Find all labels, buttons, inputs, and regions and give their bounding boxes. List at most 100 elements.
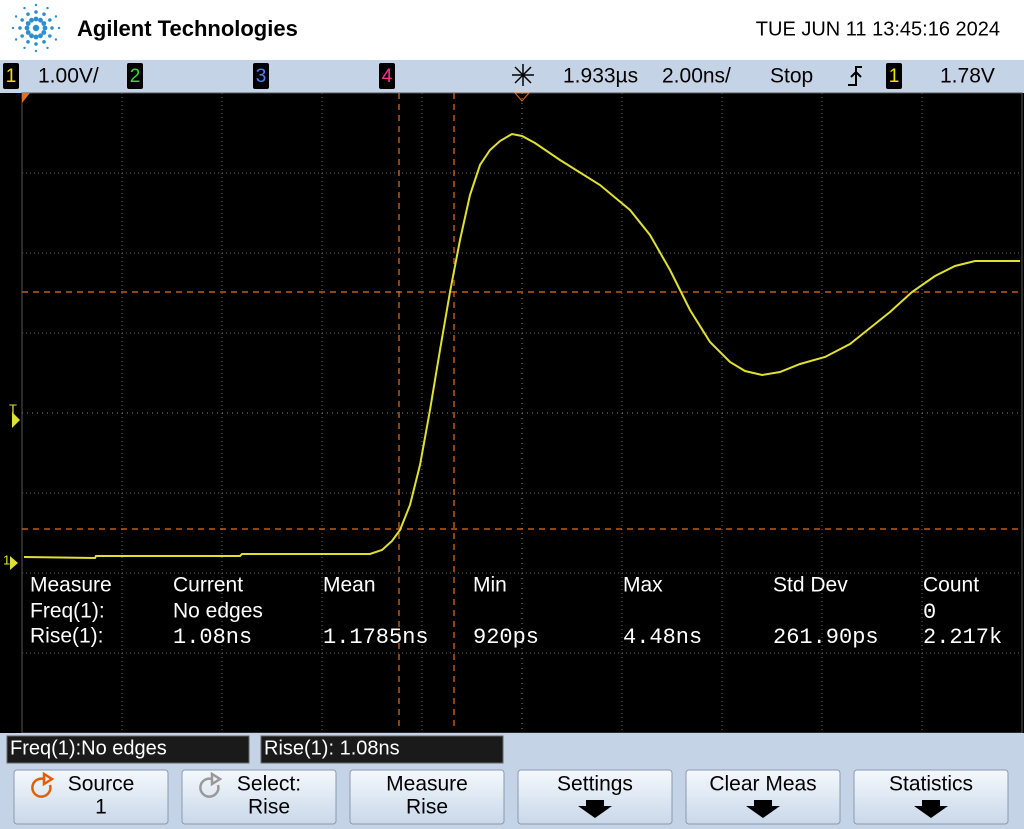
logo-dot [42, 12, 46, 16]
ch1-box [3, 63, 19, 89]
softkey-value[interactable]: Rise [248, 796, 290, 819]
softkey-label[interactable]: Source [68, 773, 135, 796]
softkey-face[interactable] [349, 769, 505, 825]
trigger-edge-icon [848, 66, 862, 86]
meas-header: Measure [30, 574, 112, 597]
softkey[interactable]: Select:Rise [181, 769, 337, 825]
logo-dot [34, 3, 38, 7]
datetime: TUE JUN 11 13:45:16 2024 [756, 18, 1000, 40]
meas-header: Current [173, 574, 243, 597]
left-marker [22, 93, 30, 103]
logo-dot [11, 26, 15, 30]
logo-dot [34, 49, 38, 53]
trigger-source-box [886, 63, 902, 89]
logo-dot [26, 12, 30, 16]
logo-dot [57, 26, 61, 30]
logo-dot [48, 34, 52, 38]
softkey[interactable]: Settings [517, 769, 673, 825]
softkey-arrow[interactable] [746, 800, 780, 818]
softkey-label[interactable]: Measure [386, 773, 468, 796]
softkey[interactable]: Clear Meas [685, 769, 841, 825]
logo-dot [54, 15, 58, 18]
delay-icon [512, 64, 534, 86]
logo-dot [32, 24, 40, 32]
logo-dot [33, 34, 39, 40]
ch3-label: 3 [256, 66, 267, 87]
ch4-label: 4 [382, 66, 393, 87]
time-scale: 2.00ns/ [662, 65, 731, 88]
logo-dot [38, 17, 43, 23]
measurements: Measure Current Mean Min Max Std Dev Count Freq… [30, 574, 1002, 650]
logo-dot [18, 26, 22, 30]
softkey-face[interactable] [685, 769, 841, 825]
logo-dot [34, 10, 38, 14]
meas-header: Min [473, 574, 507, 597]
softkey-label[interactable]: Statistics [889, 773, 973, 796]
softkey-label[interactable]: Select: [237, 773, 301, 796]
logo-dot [29, 33, 34, 39]
logo [11, 3, 61, 53]
softkey-face[interactable] [853, 769, 1009, 825]
readout: Freq(1):No edges [10, 737, 167, 759]
meas-header: Std Dev [773, 574, 848, 597]
logo-dot [42, 25, 48, 31]
readout: Rise(1): 1.08ns [264, 737, 400, 759]
softkey-arrow[interactable] [914, 800, 948, 818]
logo-dot [48, 18, 52, 22]
meas-label: Freq(1): [30, 600, 105, 623]
ch1-label: 1 [6, 66, 17, 87]
ch2-label: 2 [130, 66, 141, 87]
logo-dot [23, 6, 26, 10]
softkey-value[interactable]: 1 [95, 796, 107, 819]
meas-value: No edges [173, 600, 263, 623]
logo-dot [42, 40, 46, 44]
softkey-face[interactable] [181, 769, 337, 825]
cursors [22, 93, 1022, 730]
knob-icon[interactable] [199, 771, 223, 798]
meas-label: Rise(1): [30, 625, 104, 648]
meas-value: 261.90ps [773, 625, 879, 650]
logo-dot [29, 17, 34, 23]
softkey-arrow[interactable] [578, 800, 612, 818]
logo-dot [38, 33, 43, 39]
logo-dot [23, 46, 26, 50]
softkey-face[interactable] [13, 769, 169, 825]
logo-dot [20, 34, 24, 38]
logo-dot [50, 26, 54, 30]
logo-dot [33, 16, 39, 22]
time-delay: 1.933µs [563, 65, 638, 88]
meas-header: Max [623, 574, 663, 597]
run-state: Stop [770, 65, 813, 88]
readout-box [260, 735, 504, 764]
logo-dot [46, 6, 49, 10]
ch3-box [253, 63, 269, 89]
logo-dot [41, 30, 47, 35]
logo-dot [14, 15, 18, 18]
trigger-level: 1.78V [940, 65, 995, 88]
logo-dot [25, 30, 31, 35]
softkey-face[interactable] [517, 769, 673, 825]
meas-value: 1.1785ns [323, 625, 429, 650]
waveform [23, 132, 1020, 560]
trigger-source: 1 [889, 66, 900, 87]
logo-dot [14, 38, 18, 41]
meas-value: 920ps [473, 625, 539, 650]
softkey-label[interactable]: Settings [557, 773, 633, 796]
meas-value: 0 [923, 600, 936, 625]
meas-header: Mean [323, 574, 376, 597]
trigger-position-marker [513, 92, 531, 102]
logo-dot [25, 21, 31, 26]
knob-icon[interactable] [31, 771, 55, 798]
logo-dot [24, 25, 30, 31]
softkey-value[interactable]: Rise [406, 796, 448, 819]
logo-dot [26, 40, 30, 44]
ground-marker: 1 [3, 552, 10, 567]
brand: Agilent Technologies [77, 16, 298, 41]
ch2-box [127, 63, 143, 89]
softkey[interactable]: Statistics [853, 769, 1009, 825]
softkey-label[interactable]: Clear Meas [709, 773, 816, 796]
